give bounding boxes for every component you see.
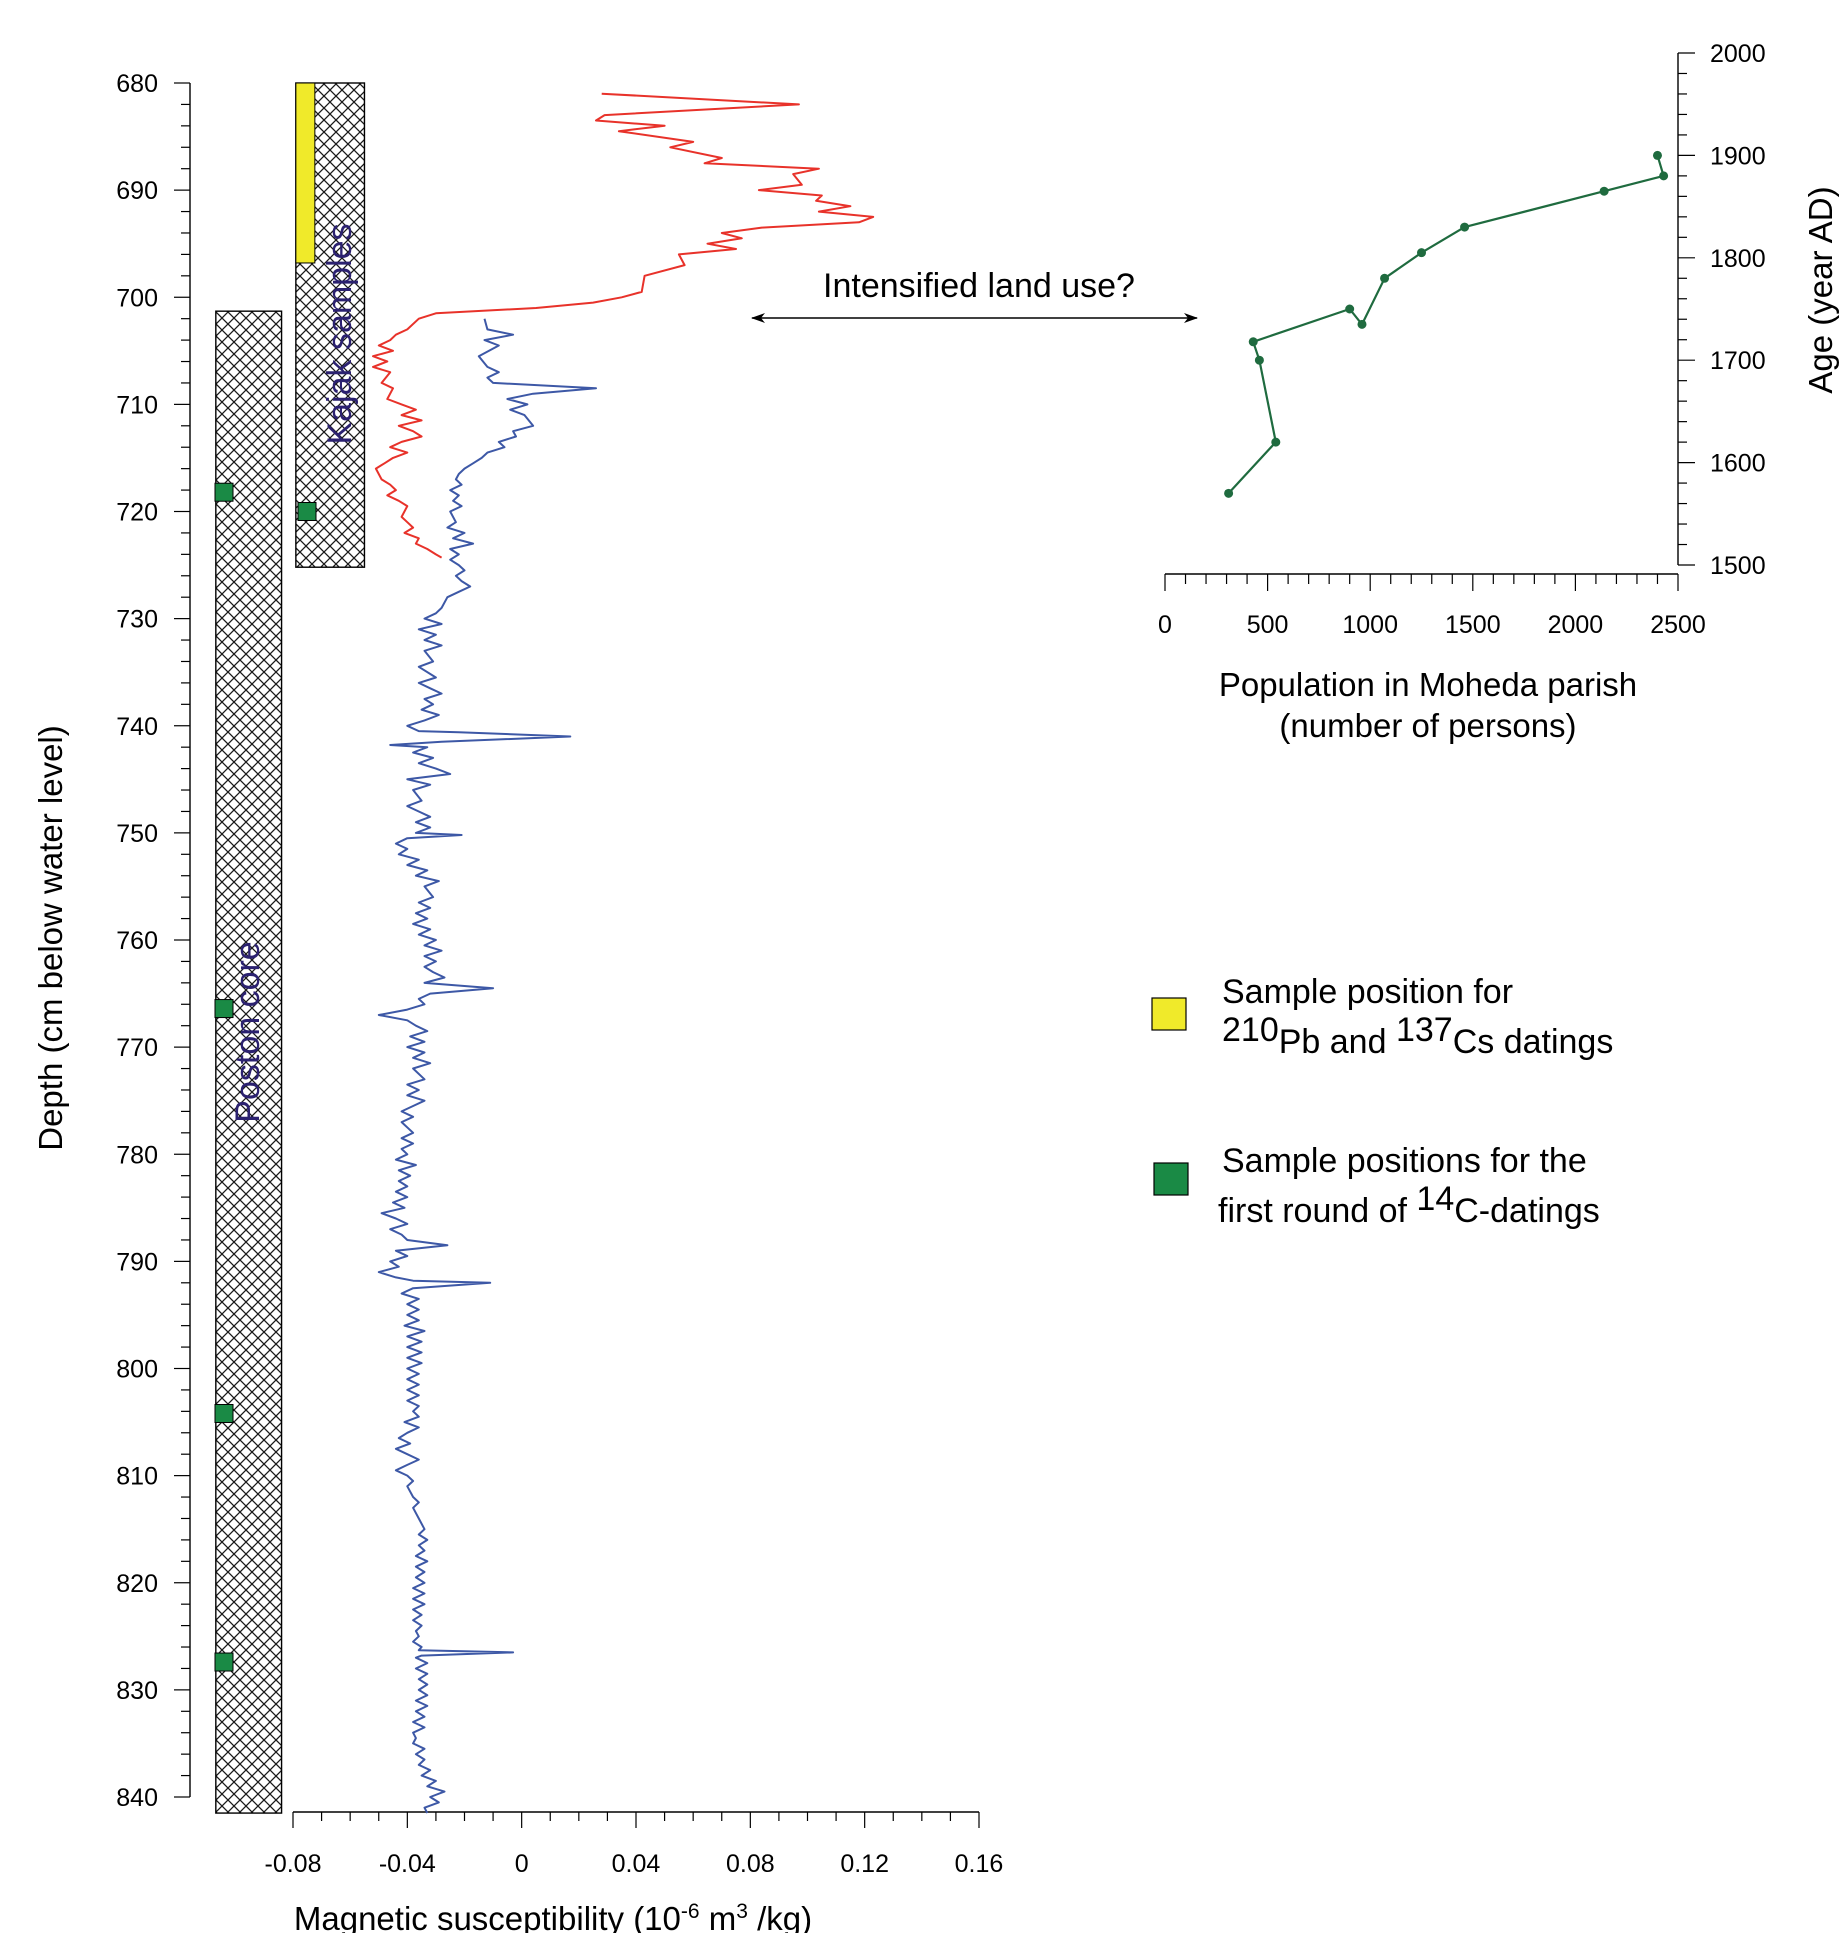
susceptibility-axis: -0.08 -0.04 0 0.04 0.08 0.12 0.16 [265,1811,1004,1878]
sample-markers [214,482,317,1672]
susceptibility-tick-label: 0.16 [955,1850,1004,1878]
population-tick-label: 2000 [1548,611,1604,639]
c14-sample-marker [214,999,234,1019]
depth-tick-label: 750 [116,820,158,848]
kajak-samples-label: Kajak samples [321,223,359,444]
depth-tick-label: 770 [116,1034,158,1062]
population-point [1652,150,1662,160]
depth-tick-label: 760 [116,927,158,955]
legend-yellow-line1: Sample position for [1222,973,1513,1011]
population-point [1599,186,1609,196]
core-columns [215,82,366,1814]
age-tick-label: 1800 [1710,245,1766,273]
depth-tick-label: 840 [116,1784,158,1812]
legend-swatch-yellow [1151,997,1187,1031]
population-axis: 0 500 1000 1500 2000 2500 [1158,573,1706,639]
age-tick-label: 1500 [1710,552,1766,580]
depth-tick-label: 780 [116,1141,158,1169]
age-axis-label: Age (year AD) [1802,186,1839,393]
population-point [1357,319,1367,329]
age-tick-label: 1700 [1710,347,1766,375]
depth-tick-label: 740 [116,713,158,741]
depth-tick-label: 830 [116,1677,158,1705]
susceptibility-axis-label: Magnetic susceptibility (10-6 m3 /kg) [294,1900,812,1933]
population-tick-label: 500 [1247,611,1289,639]
susceptibility-curve-red [372,92,875,559]
depth-tick-label: 720 [116,499,158,527]
c14-sample-marker [214,1403,234,1423]
population-point [1224,488,1234,498]
annotation-text: Intensified land use? [823,267,1135,305]
legend: Sample position for 210Pb and 137Cs dati… [1151,973,1613,1230]
depth-tick-label: 790 [116,1248,158,1276]
depth-tick-label: 800 [116,1356,158,1384]
population-axis-label: Population in Moheda parish [1219,666,1637,703]
legend-yellow-line2: 210Pb and 137Cs datings [1222,1011,1613,1061]
depth-tick-label: 730 [116,606,158,634]
depth-tick-label: 700 [116,284,158,312]
depth-tick-label: 690 [116,177,158,205]
population-tick-label: 0 [1158,611,1172,639]
susceptibility-tick-label: 0 [515,1850,529,1878]
susceptibility-tick-label: 0.08 [726,1850,775,1878]
population-point [1345,304,1355,314]
population-axis-label-units: (number of persons) [1279,707,1576,744]
land-use-annotation: Intensified land use? [751,267,1198,323]
susceptibility-curves [372,92,875,1814]
population-chart: 1500 1600 1700 1800 1900 2000 0 500 1000 1500 200… [1158,40,1839,744]
pb-cs-sample-bar [295,82,316,264]
depth-axis-label: Depth (cm below water level) [32,725,69,1151]
depth-tick-label: 710 [116,391,158,419]
poston-core-label: Poston core [229,941,267,1122]
population-line [1227,155,1665,495]
age-tick-label: 1600 [1710,450,1766,478]
population-point [1417,248,1426,258]
population-curve [1224,150,1669,498]
age-axis: 1500 1600 1700 1800 1900 2000 [1677,40,1766,580]
population-point [1271,437,1281,447]
population-tick-label: 1000 [1342,611,1398,639]
legend-swatch-green [1153,1162,1189,1196]
c14-sample-marker [214,1652,234,1672]
depth-tick-label: 810 [116,1463,158,1491]
age-tick-label: 2000 [1710,40,1766,68]
population-point [1248,337,1258,347]
c14-sample-marker [214,482,234,502]
population-point [1254,355,1264,365]
poston-core-column [215,310,283,1814]
susceptibility-tick-label: 0.12 [840,1850,889,1878]
susceptibility-tick-label: 0.04 [612,1850,661,1878]
population-tick-label: 2500 [1650,611,1706,639]
depth-tick-label: 820 [116,1570,158,1598]
age-tick-label: 1900 [1710,142,1766,170]
depth-axis: 680 690 700 710 720 730 740 750 760 770 780 790 800 8… [116,70,191,1812]
legend-green-line2: first round of 14C-datings [1218,1180,1600,1230]
population-point [1460,222,1470,232]
susceptibility-tick-label: -0.04 [379,1850,436,1878]
population-tick-label: 1500 [1445,611,1501,639]
susceptibility-curve-blue [377,318,597,1814]
c14-sample-marker [297,502,317,521]
legend-green-line1: Sample positions for the [1222,1142,1587,1180]
population-point [1659,171,1669,181]
depth-tick-label: 680 [116,70,158,98]
depth-chart: 680 690 700 710 720 730 740 750 760 770 780 790 800 8… [32,70,1003,1933]
population-point [1380,273,1390,283]
susceptibility-tick-label: -0.08 [265,1850,322,1878]
